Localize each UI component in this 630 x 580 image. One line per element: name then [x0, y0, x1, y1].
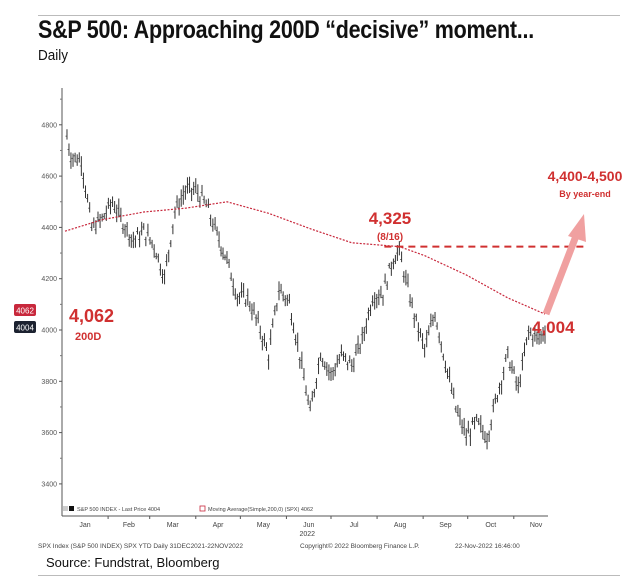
x-tick-label: Apr [213, 522, 225, 529]
target-arrow-head [568, 214, 586, 242]
ma-label: 200D [75, 331, 101, 343]
price-tag-ma [14, 304, 36, 316]
price-tag-ma-text: 4062 [16, 307, 34, 316]
chart-title: S&P 500: Approaching 200D “decisive” mom… [38, 16, 534, 44]
legend-ma: Moving Average(Simple,200,0) (SPX) 4062 [208, 507, 313, 513]
legend-checkbox [63, 506, 68, 511]
x-tick-label: Jan [79, 522, 90, 529]
legend: S&P 500 INDEX - Last Price 4004 Moving A… [63, 505, 313, 513]
target-value-label: 4,400-4,500 [548, 168, 623, 184]
y-tick-label: 3600 [41, 430, 57, 437]
y-tick-label: 4600 [41, 174, 57, 181]
top-divider [38, 15, 620, 16]
x-tick-label: Aug [394, 522, 407, 529]
footer-center: Copyright© 2022 Bloomberg Finance L.P. [300, 542, 420, 550]
footer-left: SPX Index (S&P 500 INDEX) SPX YTD Daily … [38, 543, 243, 550]
target-label: By year-end [559, 189, 611, 199]
legend-price: S&P 500 INDEX - Last Price 4004 [77, 507, 160, 513]
y-tick-label: 4000 [41, 328, 57, 335]
x-tick-label: May [257, 522, 271, 529]
y-tick-label: 3800 [41, 379, 57, 386]
legend-swatch-price [69, 506, 74, 511]
x-tick-label: Oct [485, 522, 496, 529]
x-tick-label: Sep [439, 522, 452, 529]
ma-value-label: 4,062 [69, 306, 114, 326]
legend-swatch-ma [199, 505, 206, 512]
x-tick-label: Jul [350, 522, 359, 529]
price-tag-price [14, 321, 36, 333]
price-tag-price-text: 4004 [16, 324, 34, 333]
target-arrow [542, 234, 580, 316]
x-tick-label: Jun [303, 522, 314, 529]
y-tick-label: 4200 [41, 276, 57, 283]
y-tick-label: 3400 [41, 481, 57, 488]
x-axis-label: 2022 [299, 531, 315, 538]
footer-right: 22-Nov-2022 16:46:00 [455, 543, 520, 550]
peak-value-label: 4,325 [369, 209, 412, 228]
source-note: Source: Fundstrat, Bloomberg [46, 555, 220, 570]
peak-date-label: (8/16) [377, 232, 403, 243]
ma-200d-line [64, 201, 546, 315]
chart-subtitle: Daily [38, 47, 69, 64]
y-tick-label: 4800 [41, 122, 57, 129]
x-tick-label: Feb [123, 522, 135, 529]
x-tick-label: Nov [530, 522, 543, 529]
x-tick-label: Mar [167, 522, 180, 529]
y-tick-label: 4400 [41, 225, 57, 232]
bottom-divider [38, 575, 620, 576]
last-value-label: 4,004 [532, 318, 575, 337]
